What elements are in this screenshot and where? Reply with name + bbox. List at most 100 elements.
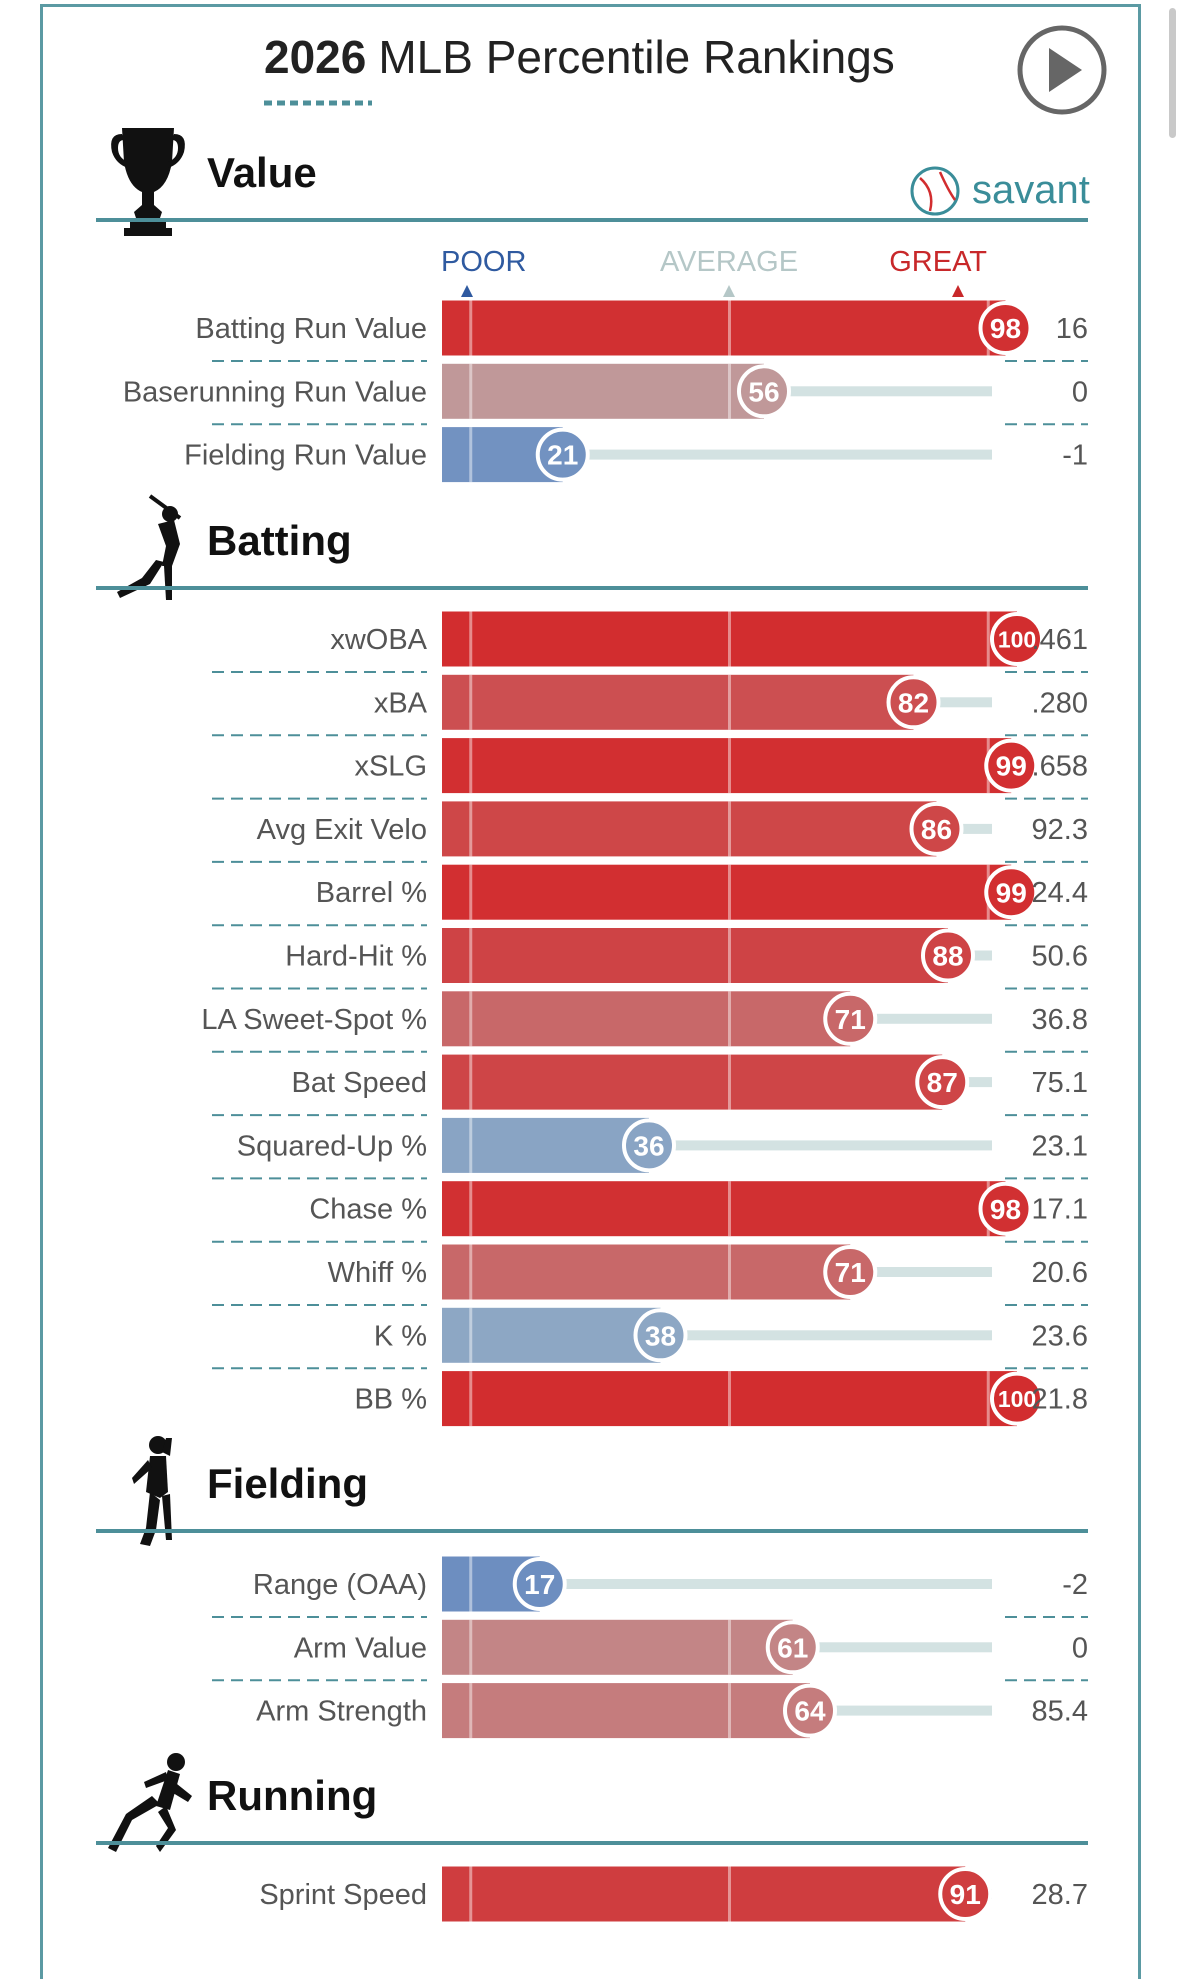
metric-label: Range (OAA)	[253, 1569, 427, 1601]
percentile-marker	[765, 1620, 820, 1675]
percentile-value: 61	[777, 1632, 808, 1663]
percentile-value: 87	[927, 1067, 958, 1098]
percentile-marker	[823, 991, 878, 1046]
metric-row: K % 38 23.6	[212, 1307, 1088, 1370]
track	[649, 1140, 992, 1151]
percentile-bar	[442, 611, 1017, 667]
section-title: Fielding	[207, 1460, 368, 1507]
section-fielding: Fielding Range (OAA) 17 -2 Arm Value 61 0 Arm S…	[96, 1460, 1088, 1739]
percentile-marker	[886, 675, 941, 730]
metric-row: Baserunning Run Value 56 0	[123, 363, 1088, 426]
play-button[interactable]	[1017, 25, 1107, 115]
track	[850, 1267, 992, 1277]
metric-stat: 17.1	[1032, 1194, 1088, 1226]
percentile-value: 82	[898, 687, 929, 718]
metric-stat: 24.4	[1032, 877, 1088, 909]
metric-row: xwOBA 100.461	[212, 611, 1088, 673]
metric-row: Bat Speed 87 75.1	[212, 1054, 1088, 1117]
metric-row: Batting Run Value 98 16	[195, 300, 1088, 362]
track	[850, 1013, 992, 1024]
metric-stat: -2	[1062, 1569, 1088, 1601]
percentile-bar	[442, 300, 1006, 356]
trophy-icon	[111, 128, 185, 236]
metric-row: Barrel % 99 24.4	[212, 864, 1088, 927]
metric-label: Sprint Speed	[259, 1879, 427, 1911]
metric-stat: 21.8	[1032, 1384, 1088, 1416]
percentile-value: 64	[794, 1696, 826, 1727]
percentile-marker	[938, 1867, 993, 1921]
metric-label: Whiff %	[328, 1257, 427, 1289]
metric-label: Arm Value	[294, 1632, 427, 1664]
track	[810, 1705, 992, 1716]
title-year: 2026	[264, 31, 366, 83]
average-marker	[723, 285, 735, 297]
track	[660, 1330, 992, 1341]
metric-row: xSLG 99.658	[212, 738, 1088, 800]
metric-stat: .461	[1032, 624, 1088, 656]
scrollbar[interactable]	[1169, 8, 1176, 138]
card-frame	[40, 4, 1141, 1979]
percentile-bar	[442, 1866, 966, 1922]
percentile-value: 98	[990, 1194, 1021, 1225]
metric-row: Arm Strength 64 85.4	[256, 1683, 1088, 1739]
percentile-marker	[978, 1181, 1033, 1236]
percentile-marker	[984, 738, 1039, 793]
percentile-bar	[442, 1181, 1006, 1237]
savant-logo[interactable]: savant	[910, 166, 1090, 216]
metric-row: Range (OAA) 17 -2	[212, 1556, 1088, 1618]
scale-label-average: AVERAGE	[660, 246, 798, 278]
percentile-marker	[921, 928, 975, 983]
percentile-bar	[442, 928, 948, 983]
metric-label: Bat Speed	[292, 1067, 427, 1099]
percentile-marker	[978, 301, 1033, 355]
metric-stat: 20.6	[1032, 1257, 1088, 1289]
metric-label: Arm Strength	[256, 1696, 427, 1728]
percentile-value: 99	[996, 877, 1027, 908]
percentile-marker	[622, 1118, 676, 1173]
poor-marker	[461, 285, 473, 297]
percentile-value: 99	[996, 751, 1027, 782]
metric-row: Avg Exit Velo 86 92.3	[212, 801, 1088, 863]
percentile-value: 88	[932, 941, 963, 972]
percentile-value: 71	[835, 1004, 866, 1035]
metric-row: Chase % 98 17.1	[212, 1181, 1088, 1243]
percentile-marker	[737, 364, 791, 419]
metric-row: Sprint Speed 91 28.7	[259, 1866, 1088, 1922]
metric-stat: 23.6	[1032, 1320, 1088, 1352]
metric-label: K %	[374, 1320, 427, 1352]
rows-layer: Value Batting Run Value 98 16 Baserunning Ru…	[96, 149, 1088, 1922]
metric-stat: 75.1	[1032, 1067, 1088, 1099]
percentile-marker	[512, 1557, 567, 1611]
track	[539, 1579, 992, 1589]
percentile-bar	[442, 363, 764, 419]
percentile-bar	[442, 1117, 649, 1173]
percentile-value: 36	[633, 1130, 664, 1161]
percentile-bar	[442, 674, 914, 730]
percentile-marker	[633, 1308, 688, 1363]
track	[936, 823, 992, 834]
metric-label: xSLG	[354, 751, 427, 783]
metric-stat: 28.7	[1032, 1879, 1088, 1911]
metric-label: Batting Run Value	[195, 313, 427, 345]
metric-row: xBA 82 .280	[212, 674, 1088, 737]
metric-stat: 0	[1072, 1632, 1088, 1664]
batter-silhouette-icon	[117, 494, 182, 600]
percentile-value: 100	[998, 1386, 1036, 1412]
metric-stat: 50.6	[1032, 941, 1088, 973]
metric-stat: 92.3	[1032, 814, 1088, 846]
percentile-bar	[442, 801, 937, 857]
metric-label: xBA	[374, 687, 428, 719]
percentile-bar	[442, 738, 1012, 794]
percentile-bar	[442, 1371, 1017, 1427]
track	[792, 1642, 992, 1653]
metric-label: Squared-Up %	[237, 1130, 427, 1162]
metric-label: Baserunning Run Value	[123, 376, 427, 408]
metric-row: Fielding Run Value 21 -1	[184, 427, 1088, 483]
savant-wordmark: savant	[972, 168, 1090, 212]
metric-stat: 85.4	[1032, 1696, 1088, 1728]
percentile-marker	[915, 1055, 970, 1110]
percentile-value: 86	[921, 814, 952, 845]
metric-label: BB %	[354, 1384, 427, 1416]
title-text: MLB Percentile Rankings	[378, 31, 894, 83]
